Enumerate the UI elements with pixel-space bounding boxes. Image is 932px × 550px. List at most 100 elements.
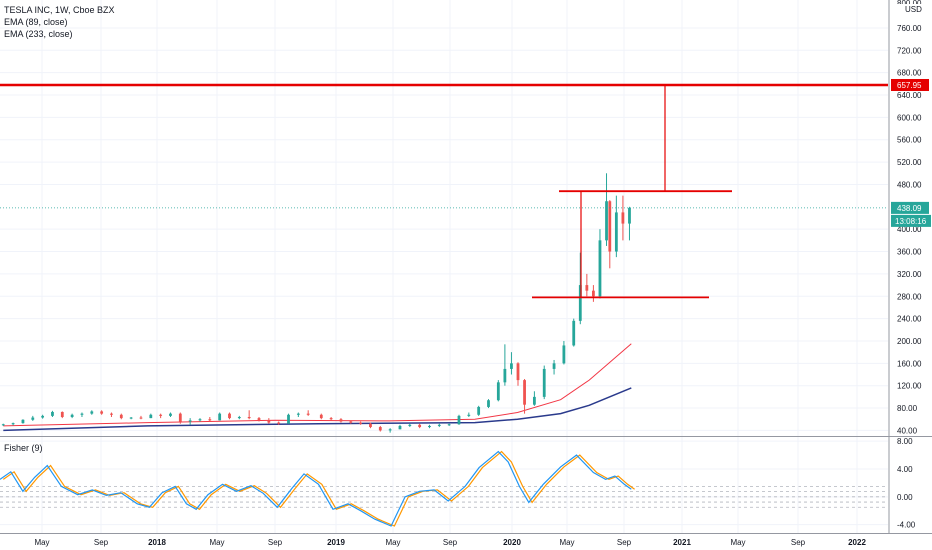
candle-body — [51, 411, 54, 416]
price-tick: 480.00 — [897, 180, 922, 189]
fisher-label[interactable]: Fisher (9) — [4, 443, 43, 453]
candle-body — [277, 422, 281, 424]
time-label: May — [385, 538, 400, 547]
candle-body — [562, 345, 566, 364]
candle-body — [178, 413, 182, 422]
ema-fast-label[interactable]: EMA (89, close) — [4, 17, 68, 27]
candle-body — [198, 419, 202, 421]
candle-body — [119, 414, 123, 419]
candle-body — [467, 414, 471, 416]
legend: TESLA INC, 1W, Cboe BZX EMA (89, close) … — [4, 4, 115, 40]
price-tick: 200.00 — [897, 337, 922, 346]
drawings[interactable] — [0, 83, 888, 299]
candle-body — [11, 423, 15, 425]
candle-body — [267, 420, 271, 423]
ema-89-line — [3, 343, 632, 427]
ema-slow-label[interactable]: EMA (233, close) — [4, 29, 73, 39]
time-label: May — [34, 538, 49, 547]
candle-body — [398, 425, 402, 430]
candle-body — [257, 418, 261, 421]
candle-body — [1, 424, 5, 426]
time-label: Sep — [443, 538, 458, 547]
candle-body — [296, 413, 300, 415]
price-tick: 720.00 — [897, 46, 922, 55]
candle-body — [41, 415, 45, 418]
candle-body — [159, 414, 163, 416]
candle-body — [21, 419, 25, 424]
candle-body — [369, 423, 372, 428]
fisher-tick: 8.00 — [897, 437, 913, 446]
time-axis[interactable]: May Sep 2018 May Sep 2019 May Sep 2020 May Sep 2021… — [34, 538, 866, 547]
candle-body — [149, 414, 153, 419]
price-tick: 640.00 — [897, 91, 922, 100]
candle-body — [608, 201, 612, 252]
fisher-tick: 4.00 — [897, 465, 913, 474]
time-label: Sep — [94, 538, 109, 547]
fisher-tick: -4.00 — [897, 521, 916, 530]
fisher-trigger-line — [2, 450, 635, 527]
candle-body — [516, 363, 520, 381]
last-price-text: 438.09 — [897, 204, 922, 213]
candle-body — [378, 427, 382, 431]
candle-body — [339, 419, 343, 422]
candle-body — [359, 422, 363, 424]
price-tick: 120.00 — [897, 382, 922, 391]
candle-body — [614, 212, 618, 252]
price-tick: 680.00 — [897, 69, 922, 78]
price-tick: 560.00 — [897, 136, 922, 145]
candle-body — [188, 420, 192, 422]
fisher-axis[interactable]: 8.00 4.00 0.00 -4.00 — [897, 437, 916, 529]
time-label: Sep — [268, 538, 283, 547]
candle-body — [329, 418, 333, 420]
time-label: 2019 — [327, 538, 345, 547]
candle-body — [457, 415, 461, 425]
price-tick: 520.00 — [897, 158, 922, 167]
candle-body — [60, 411, 64, 417]
candle-body — [572, 320, 576, 346]
candle-body — [129, 417, 133, 419]
candle-body — [487, 400, 490, 407]
candle-body — [592, 290, 595, 297]
last-price-badge — [891, 201, 929, 214]
price-tick: 320.00 — [897, 270, 922, 279]
fisher-line — [0, 450, 632, 527]
candle-body — [237, 416, 241, 419]
candle-body — [437, 424, 441, 426]
time-label: May — [209, 538, 224, 547]
candle-body — [31, 417, 35, 420]
candle-body — [621, 212, 625, 224]
candle-body — [447, 424, 451, 426]
badges: 657.95 438.09 13:08:16 — [891, 78, 931, 227]
target-price-text: 657.95 — [897, 81, 922, 90]
symbol-title[interactable]: TESLA INC, 1W, Cboe BZX — [4, 5, 115, 15]
candle-body — [496, 382, 500, 401]
time-label: 2020 — [503, 538, 521, 547]
currency-label: USD — [905, 5, 922, 14]
candle-body — [169, 413, 172, 416]
time-label: May — [559, 538, 574, 547]
ema-233-line — [3, 387, 632, 432]
time-label: Sep — [791, 538, 806, 547]
target-price-badge — [891, 78, 929, 91]
time-label: Sep — [617, 538, 632, 547]
candle-body — [598, 240, 602, 297]
candles — [1, 173, 631, 433]
fisher-legend: Fisher (9) — [4, 442, 43, 454]
fisher-tick: 0.00 — [897, 493, 913, 502]
candle-body — [552, 363, 556, 369]
price-tick: 760.00 — [897, 24, 922, 33]
time-label: May — [730, 538, 745, 547]
candle-body — [418, 424, 422, 428]
candle-body — [503, 368, 507, 383]
fisher-layer — [0, 450, 888, 527]
price-tick: 80.00 — [897, 404, 918, 413]
price-axis[interactable]: 800.00760.00720.00680.00640.00600.00560.… — [891, 0, 931, 435]
candle-body — [510, 363, 513, 369]
grid — [0, 0, 888, 533]
candle-body — [208, 419, 212, 421]
candle-body — [228, 413, 231, 419]
candle-body — [218, 413, 222, 421]
candle-body — [319, 414, 323, 419]
candle-body — [477, 406, 481, 415]
